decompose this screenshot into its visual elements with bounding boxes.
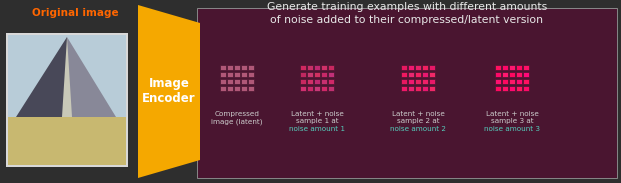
Bar — [502, 79, 508, 84]
Bar — [408, 72, 414, 77]
Bar — [429, 72, 435, 77]
Bar — [307, 65, 313, 70]
Bar — [300, 86, 306, 91]
Bar — [300, 79, 306, 84]
Bar — [516, 65, 522, 70]
Bar — [234, 65, 240, 70]
Bar — [495, 72, 501, 77]
Bar — [248, 86, 254, 91]
Bar — [328, 86, 334, 91]
Bar — [516, 79, 522, 84]
Bar — [220, 65, 226, 70]
Text: Latent + noise
sample 3 at: Latent + noise sample 3 at — [486, 111, 538, 124]
Bar — [495, 79, 501, 84]
Bar — [401, 72, 407, 77]
Polygon shape — [197, 8, 617, 36]
Bar — [220, 79, 226, 84]
Text: Latent + noise
sample 1 at: Latent + noise sample 1 at — [291, 111, 343, 124]
Text: Compressed
image (latent): Compressed image (latent) — [211, 111, 263, 125]
Bar — [6, 33, 128, 167]
Bar — [509, 72, 515, 77]
Bar — [227, 65, 233, 70]
Bar — [422, 79, 428, 84]
Bar — [234, 79, 240, 84]
Bar — [321, 65, 327, 70]
Bar — [321, 72, 327, 77]
Bar — [429, 65, 435, 70]
Text: Generate training examples with different amounts
of noise added to their compre: Generate training examples with differen… — [267, 2, 547, 25]
Bar — [227, 86, 233, 91]
Bar — [523, 65, 529, 70]
Polygon shape — [16, 37, 67, 117]
Bar — [307, 86, 313, 91]
Bar — [429, 79, 435, 84]
Bar — [248, 79, 254, 84]
Bar — [502, 65, 508, 70]
Bar — [314, 86, 320, 91]
Bar — [429, 86, 435, 91]
Bar — [241, 86, 247, 91]
Bar — [422, 72, 428, 77]
Bar — [227, 79, 233, 84]
Bar — [415, 86, 421, 91]
Bar — [509, 86, 515, 91]
Bar — [415, 79, 421, 84]
Bar — [300, 65, 306, 70]
Text: Image
Encoder: Image Encoder — [142, 77, 196, 105]
Bar — [248, 72, 254, 77]
Text: Original image: Original image — [32, 8, 119, 18]
Bar — [523, 79, 529, 84]
Bar — [314, 72, 320, 77]
Polygon shape — [62, 37, 72, 117]
Bar — [516, 72, 522, 77]
Bar — [8, 117, 126, 165]
Bar — [328, 65, 334, 70]
Bar — [197, 8, 617, 178]
Bar — [241, 72, 247, 77]
Bar — [408, 65, 414, 70]
Bar — [523, 86, 529, 91]
Bar — [502, 86, 508, 91]
Bar — [307, 79, 313, 84]
Bar — [307, 72, 313, 77]
Bar — [321, 86, 327, 91]
Bar — [415, 65, 421, 70]
Bar — [241, 79, 247, 84]
Bar — [328, 72, 334, 77]
Bar — [401, 65, 407, 70]
Bar — [220, 72, 226, 77]
Bar — [516, 86, 522, 91]
Bar — [220, 86, 226, 91]
Bar — [314, 79, 320, 84]
Bar — [422, 86, 428, 91]
Bar — [328, 79, 334, 84]
Bar — [241, 65, 247, 70]
Bar — [422, 65, 428, 70]
Bar — [234, 72, 240, 77]
Bar — [401, 86, 407, 91]
Bar — [248, 65, 254, 70]
Polygon shape — [67, 37, 116, 117]
Bar — [509, 65, 515, 70]
Bar — [495, 86, 501, 91]
Bar — [8, 35, 126, 117]
Text: noise amount 1: noise amount 1 — [289, 126, 345, 132]
Text: noise amount 3: noise amount 3 — [484, 126, 540, 132]
Bar — [495, 65, 501, 70]
Bar — [234, 86, 240, 91]
Bar — [415, 72, 421, 77]
Bar — [314, 65, 320, 70]
Bar — [408, 79, 414, 84]
Bar — [227, 72, 233, 77]
Bar — [509, 79, 515, 84]
Polygon shape — [138, 5, 200, 178]
Bar — [321, 79, 327, 84]
Bar — [523, 72, 529, 77]
Bar — [300, 72, 306, 77]
Bar — [401, 79, 407, 84]
Bar — [408, 86, 414, 91]
Text: Latent + noise
sample 2 at: Latent + noise sample 2 at — [392, 111, 445, 124]
Bar — [502, 72, 508, 77]
Text: noise amount 2: noise amount 2 — [390, 126, 446, 132]
